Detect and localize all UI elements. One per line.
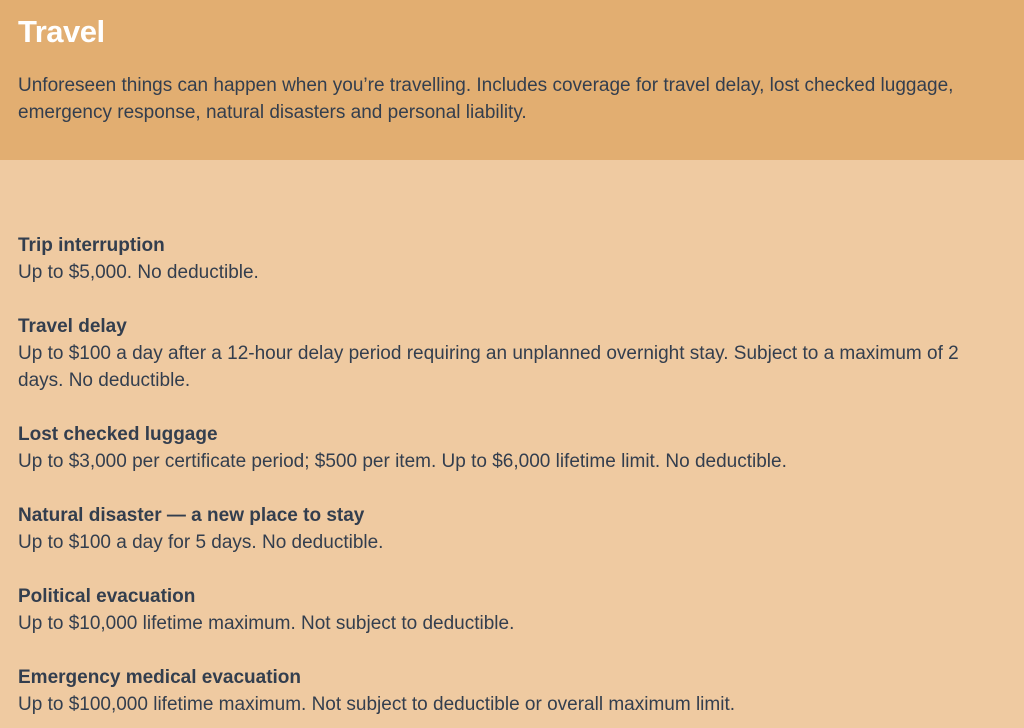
travel-header: Travel Unforeseen things can happen when… [0,0,1024,160]
coverage-list: Trip interruption Up to $5,000. No deduct… [0,160,1024,718]
coverage-detail: Up to $100 a day for 5 days. No deductib… [18,532,384,553]
coverage-item: Travel delay Up to $100 a day after a 12-… [18,313,1002,394]
coverage-detail: Up to $10,000 lifetime maximum. Not subj… [18,613,515,634]
coverage-item: Trip interruption Up to $5,000. No deduct… [18,232,1002,286]
coverage-detail: Up to $100 a day after a 12-hour delay p… [18,343,959,391]
coverage-name: Emergency medical evacuation [18,667,302,688]
coverage-item: Natural disaster — a new place to stay Up… [18,502,1002,556]
coverage-name: Natural disaster — a new place to stay [18,505,365,526]
coverage-item: Political evacuation Up to $10,000 lifeti… [18,583,1002,637]
coverage-detail: Up to $100,000 lifetime maximum. Not sub… [18,694,736,715]
coverage-detail: Up to $3,000 per certificate period; $50… [18,451,787,472]
coverage-name: Trip interruption [18,235,165,256]
coverage-name: Political evacuation [18,586,196,607]
page-description: Unforeseen things can happen when you’re… [18,75,954,123]
coverage-name: Lost checked luggage [18,424,218,445]
coverage-item: Lost checked luggage Up to $3,000 per cer… [18,421,1002,475]
page-title: Travel [18,14,105,49]
coverage-item: Emergency medical evacuation Up to $100,0… [18,664,1002,718]
coverage-name: Travel delay [18,316,127,337]
coverage-detail: Up to $5,000. No deductible. [18,262,259,283]
